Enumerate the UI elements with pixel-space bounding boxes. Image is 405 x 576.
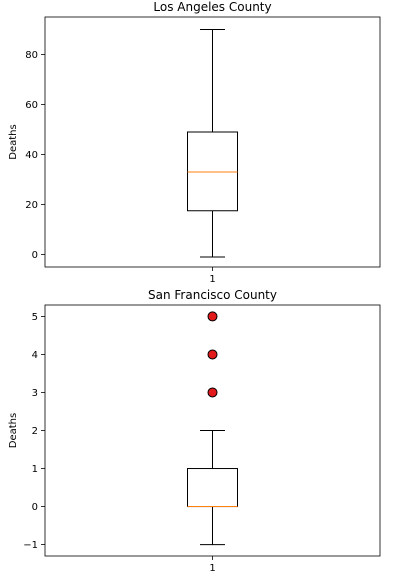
outlier-point — [207, 349, 218, 360]
y-tick-label: 80 — [25, 50, 38, 61]
x-tick-label: 1 — [209, 563, 215, 574]
y-tick-label: 3 — [32, 388, 38, 399]
box — [187, 131, 238, 212]
y-tick-label: 5 — [32, 312, 38, 323]
y-tick-label: 0 — [32, 250, 38, 261]
y-tick-label: 40 — [25, 150, 38, 161]
axes-frame — [44, 16, 381, 268]
outlier-point — [207, 387, 218, 398]
y-axis-label: Deaths — [8, 413, 19, 448]
box — [187, 468, 238, 508]
axes-frame — [44, 304, 381, 557]
y-tick-label: −1 — [23, 540, 38, 551]
y-tick-label: 1 — [32, 464, 38, 475]
y-tick-label: 4 — [32, 350, 38, 361]
x-tick-label: 1 — [209, 274, 215, 285]
y-tick-label: 20 — [25, 200, 38, 211]
outlier-point — [207, 311, 218, 322]
y-tick-label: 2 — [32, 426, 38, 437]
chart-title: San Francisco County — [148, 288, 277, 302]
y-axis-label: Deaths — [8, 124, 19, 159]
chart-title: Los Angeles County — [153, 0, 271, 14]
y-tick-label: 60 — [25, 100, 38, 111]
y-tick-label: 0 — [32, 502, 38, 513]
